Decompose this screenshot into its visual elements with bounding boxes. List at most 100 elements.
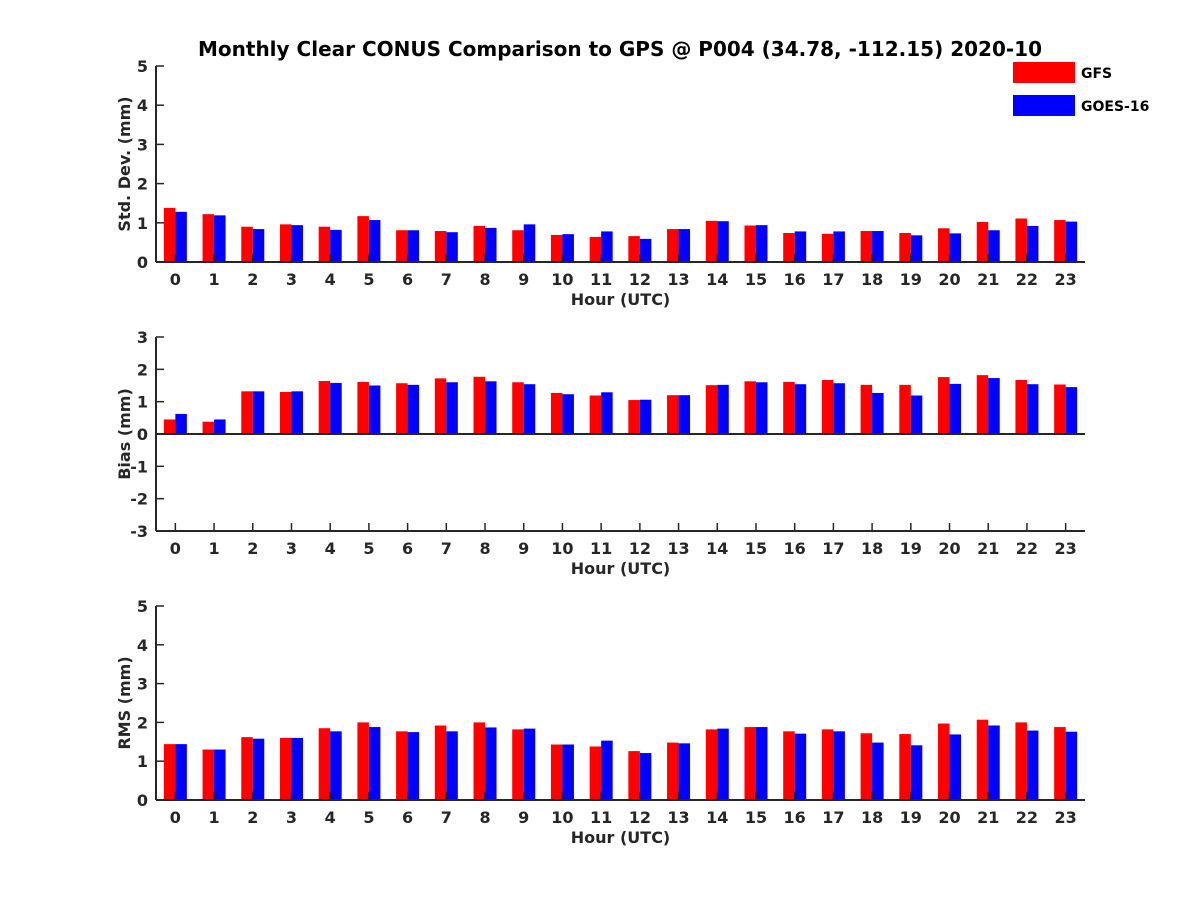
x-tick-label: 14 xyxy=(706,808,728,827)
x-tick-label: 1 xyxy=(208,539,219,558)
x-tick-label: 15 xyxy=(745,270,767,289)
y-tick-label: -1 xyxy=(130,457,148,476)
x-tick-label: 16 xyxy=(784,808,806,827)
bar-goes-16-hour-10 xyxy=(562,744,574,800)
bar-gfs-hour-23 xyxy=(1054,727,1066,800)
bar-goes-16-hour-20 xyxy=(949,233,962,262)
x-tick-label: 20 xyxy=(938,808,960,827)
bar-gfs-hour-0 xyxy=(163,744,176,800)
y-tick-label: 4 xyxy=(137,636,148,655)
bar-gfs-hour-9 xyxy=(512,729,524,800)
x-tick-label: 17 xyxy=(822,539,844,558)
bar-goes-16-hour-4 xyxy=(330,382,342,434)
y-tick-label: -2 xyxy=(130,490,148,509)
x-tick-label: 0 xyxy=(170,539,181,558)
bar-goes-16-hour-18 xyxy=(872,742,884,800)
bar-gfs-hour-17 xyxy=(821,380,834,434)
x-tick-label: 12 xyxy=(629,808,651,827)
bar-goes-16-hour-16 xyxy=(794,231,807,262)
chart-legend: GFS GOES-16 xyxy=(1013,62,1149,116)
bar-goes-16-hour-14 xyxy=(717,728,729,800)
bar-gfs-hour-4 xyxy=(318,728,331,800)
bar-goes-16-hour-20 xyxy=(949,734,962,800)
bar-goes-16-hour-12 xyxy=(639,238,652,262)
x-tick-label: 23 xyxy=(1055,270,1077,289)
x-tick-label: 4 xyxy=(325,270,336,289)
bar-gfs-hour-0 xyxy=(163,207,176,262)
x-tick-label: 13 xyxy=(667,808,689,827)
x-tick-label: 1 xyxy=(208,808,219,827)
bar-gfs-hour-11 xyxy=(589,746,602,800)
x-tick-label: 8 xyxy=(479,270,490,289)
x-tick-label: 7 xyxy=(441,808,452,827)
bar-gfs-hour-19 xyxy=(899,734,911,800)
x-tick-label: 15 xyxy=(745,808,767,827)
bar-goes-16-hour-11 xyxy=(601,392,613,434)
bar-gfs-hour-15 xyxy=(744,381,756,434)
y-tick-label: 4 xyxy=(137,96,148,115)
x-tick-label: 4 xyxy=(325,808,336,827)
x-axis-label: Hour (UTC) xyxy=(571,290,671,309)
bar-goes-16-hour-19 xyxy=(910,745,923,800)
x-tick-label: 12 xyxy=(629,270,651,289)
bar-gfs-hour-9 xyxy=(512,230,524,262)
bar-gfs-hour-1 xyxy=(202,214,215,262)
bar-gfs-hour-2 xyxy=(241,737,253,800)
legend-swatch-gfs xyxy=(1013,62,1075,83)
bar-goes-16-hour-5 xyxy=(368,727,381,800)
bar-goes-16-hour-4 xyxy=(330,229,342,262)
x-tick-label: 11 xyxy=(590,270,612,289)
x-tick-label: 6 xyxy=(402,539,413,558)
x-tick-label: 22 xyxy=(1016,808,1038,827)
x-tick-label: 7 xyxy=(441,539,452,558)
y-tick-label: 2 xyxy=(137,713,148,732)
bar-gfs-hour-16 xyxy=(783,381,795,434)
bar-gfs-hour-18 xyxy=(860,733,873,800)
y-tick-label: 3 xyxy=(137,328,148,347)
x-tick-label: 10 xyxy=(551,808,573,827)
y-tick-label: 0 xyxy=(137,253,148,272)
x-tick-label: 18 xyxy=(861,808,883,827)
bar-goes-16-hour-9 xyxy=(523,224,536,262)
x-tick-label: 19 xyxy=(900,270,922,289)
bar-goes-16-hour-10 xyxy=(562,394,574,434)
x-tick-label: 19 xyxy=(900,808,922,827)
x-tick-label: 18 xyxy=(861,539,883,558)
x-axis-label: Hour (UTC) xyxy=(571,559,671,578)
x-tick-label: 5 xyxy=(363,270,374,289)
bar-goes-16-hour-13 xyxy=(678,395,691,434)
y-tick-label: -3 xyxy=(130,522,148,541)
x-tick-label: 17 xyxy=(822,270,844,289)
bar-gfs-hour-8 xyxy=(473,722,486,800)
bar-goes-16-hour-16 xyxy=(794,384,807,434)
bar-goes-16-hour-6 xyxy=(407,230,420,262)
x-tick-label: 4 xyxy=(325,539,336,558)
bar-gfs-hour-7 xyxy=(434,231,447,262)
bar-gfs-hour-5 xyxy=(357,381,369,434)
x-tick-label: 6 xyxy=(402,270,413,289)
bar-goes-16-hour-2 xyxy=(252,391,265,434)
bar-gfs-hour-6 xyxy=(396,731,408,800)
bar-gfs-hour-17 xyxy=(821,233,834,262)
bar-goes-16-hour-22 xyxy=(1026,384,1039,434)
y-axis-label: Std. Dev. (mm) xyxy=(115,96,134,231)
bar-goes-16-hour-1 xyxy=(214,419,226,434)
bar-gfs-hour-18 xyxy=(860,231,873,262)
bar-gfs-hour-12 xyxy=(628,236,640,262)
bar-goes-16-hour-12 xyxy=(639,753,652,800)
legend-label-gfs: GFS xyxy=(1081,66,1112,82)
bar-gfs-hour-12 xyxy=(628,751,640,800)
x-tick-label: 9 xyxy=(518,270,529,289)
x-tick-label: 0 xyxy=(170,270,181,289)
bar-gfs-hour-7 xyxy=(434,378,447,434)
bar-gfs-hour-14 xyxy=(705,385,718,434)
bar-goes-16-hour-18 xyxy=(872,231,884,262)
y-tick-label: 1 xyxy=(137,214,148,233)
bar-gfs-hour-21 xyxy=(976,375,989,434)
x-tick-label: 21 xyxy=(977,539,999,558)
bar-gfs-hour-11 xyxy=(589,395,602,434)
bar-goes-16-hour-7 xyxy=(446,731,458,800)
